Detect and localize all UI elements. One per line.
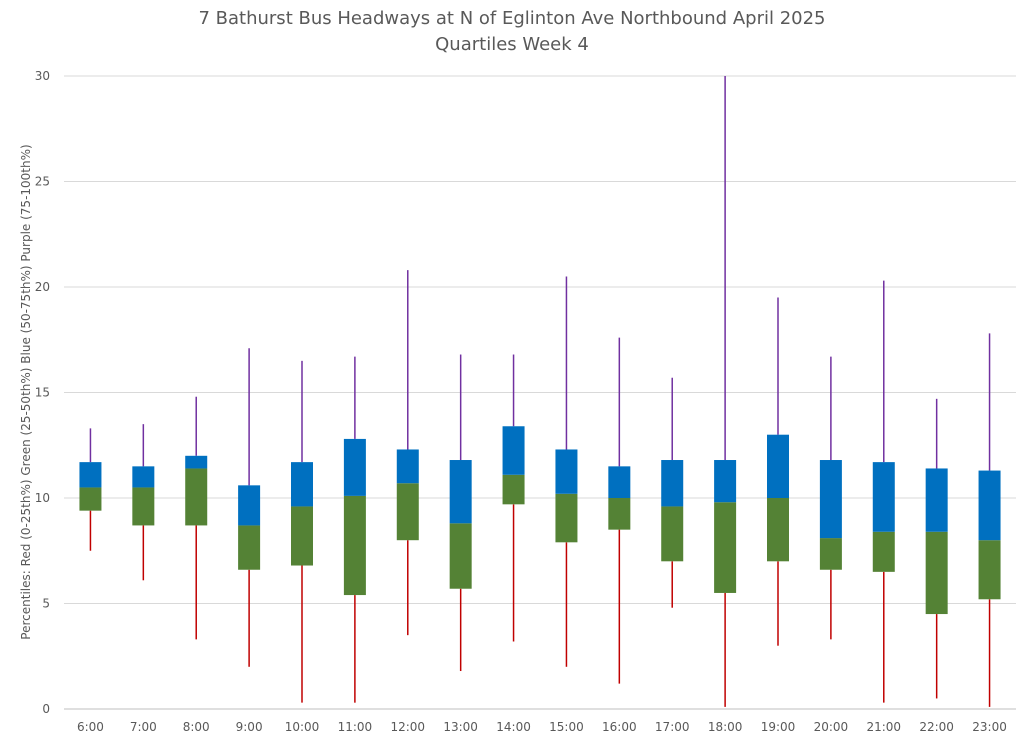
x-tick-label: 10:00 [285,720,320,734]
upper-box [555,449,578,494]
x-tick-label: 6:00 [77,720,104,734]
x-tick-label: 9:00 [236,720,263,734]
x-tick-label: 13:00 [443,720,478,734]
lower-box [449,523,472,589]
y-tick-label: 30 [35,69,50,83]
y-tick-label: 15 [35,386,50,400]
lower-box [185,468,208,526]
boxes [79,426,1001,615]
lower-box [925,531,948,615]
upper-box [132,466,155,488]
lower-box [396,483,419,541]
lower-box [661,506,684,562]
x-tick-label: 18:00 [708,720,743,734]
x-tick-label: 12:00 [390,720,425,734]
upper-box [238,485,261,526]
y-tick-label: 0 [42,702,50,716]
x-tick-labels: 6:00 7:00 8:00 9:00 10:00 11:00 12:00 13:00 14:0… [77,720,1007,734]
x-tick-label: 17:00 [655,720,690,734]
lower-box [132,487,155,526]
upper-box [661,460,684,507]
upper-box [502,426,525,475]
x-tick-label: 16:00 [602,720,637,734]
lower-box [238,525,261,570]
y-axis-label: Percentiles: Red (0-25th%) Green (25-50t… [19,144,33,639]
x-tick-label: 14:00 [496,720,531,734]
lower-box [714,502,737,593]
upper-box [767,434,789,498]
lower-box [555,493,578,543]
chart-subtitle: Quartiles Week 4 [435,34,589,55]
upper-box [185,455,208,469]
x-tick-label: 23:00 [972,720,1007,734]
x-tick-label: 21:00 [866,720,901,734]
lower-box [343,495,366,596]
upper-box [714,460,737,503]
upper-box [872,462,895,532]
upper-box [978,470,1001,541]
upper-box [449,460,472,524]
upper-box [79,462,102,488]
x-tick-label: 11:00 [338,720,373,734]
lower-box [608,498,631,530]
lower-box [79,487,102,511]
upper-box [343,438,366,496]
y-tick-label: 25 [35,175,50,189]
y-tick-labels: 0 5 10 15 20 25 30 [35,69,50,716]
x-tick-label: 19:00 [761,720,796,734]
upper-box [819,460,842,539]
chart-title: 7 Bathurst Bus Headways at N of Eglinton… [198,8,826,29]
lower-box [978,540,1001,600]
upper-box [291,462,313,507]
x-tick-label: 15:00 [549,720,584,734]
lower-box [291,506,313,566]
x-tick-label: 22:00 [919,720,954,734]
y-tick-label: 10 [35,491,50,505]
gridlines [64,75,1016,710]
upper-box [925,468,948,532]
lower-box [767,498,789,562]
x-tick-label: 7:00 [130,720,157,734]
lower-box [872,531,895,572]
y-tick-label: 20 [35,280,50,294]
x-tick-label: 20:00 [814,720,849,734]
upper-box [396,449,419,484]
lower-box [819,538,842,570]
upper-box [608,466,631,498]
x-tick-label: 8:00 [183,720,210,734]
whiskers [89,76,991,707]
y-tick-label: 5 [42,597,50,611]
lower-box [502,474,525,505]
